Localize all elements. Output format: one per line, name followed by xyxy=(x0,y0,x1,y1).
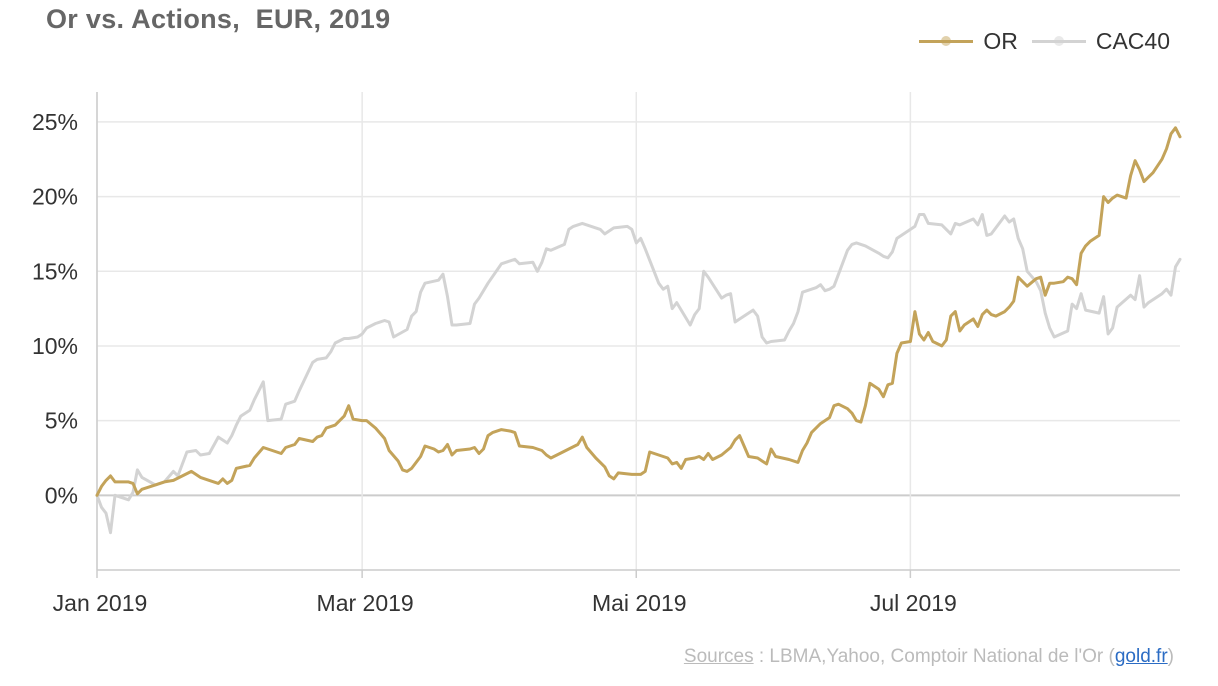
series-line-cac40 xyxy=(95,213,1182,535)
legend-label-or: OR xyxy=(983,28,1018,54)
x-tick-label: Mar 2019 xyxy=(317,590,414,616)
y-tick-label: 10% xyxy=(32,333,78,359)
y-tick-label: 0% xyxy=(45,482,78,508)
y-tick-label: 20% xyxy=(32,184,78,210)
sources-credit: Sources : LBMA,Yahoo, Comptoir National … xyxy=(684,646,1174,668)
y-tick-label: 25% xyxy=(32,109,78,135)
gold-fr-link[interactable]: gold.fr xyxy=(1114,646,1168,667)
y-tick-label: 15% xyxy=(32,258,78,284)
legend-swatch-cac40 xyxy=(1031,36,1086,46)
sources-link[interactable]: Sources xyxy=(683,646,754,667)
y-tick-label: 5% xyxy=(45,408,78,434)
legend-swatch-or xyxy=(919,36,974,46)
series-line-or xyxy=(95,126,1182,497)
x-tick-label: Jul 2019 xyxy=(870,590,957,616)
x-tick-label: Jan 2019 xyxy=(53,590,148,616)
legend-label-cac40: CAC40 xyxy=(1095,28,1170,54)
legend-item-or[interactable]: OR xyxy=(919,28,1018,55)
sources-close: ) xyxy=(1167,646,1174,667)
sources-text: : LBMA,Yahoo, Comptoir National de l'Or … xyxy=(753,646,1115,667)
chart-legend: OR CAC40 xyxy=(919,28,1170,55)
legend-item-cac40[interactable]: CAC40 xyxy=(1031,28,1170,55)
chart-title: Or vs. Actions, EUR, 2019 xyxy=(46,4,391,34)
x-tick-label: Mai 2019 xyxy=(592,590,687,616)
